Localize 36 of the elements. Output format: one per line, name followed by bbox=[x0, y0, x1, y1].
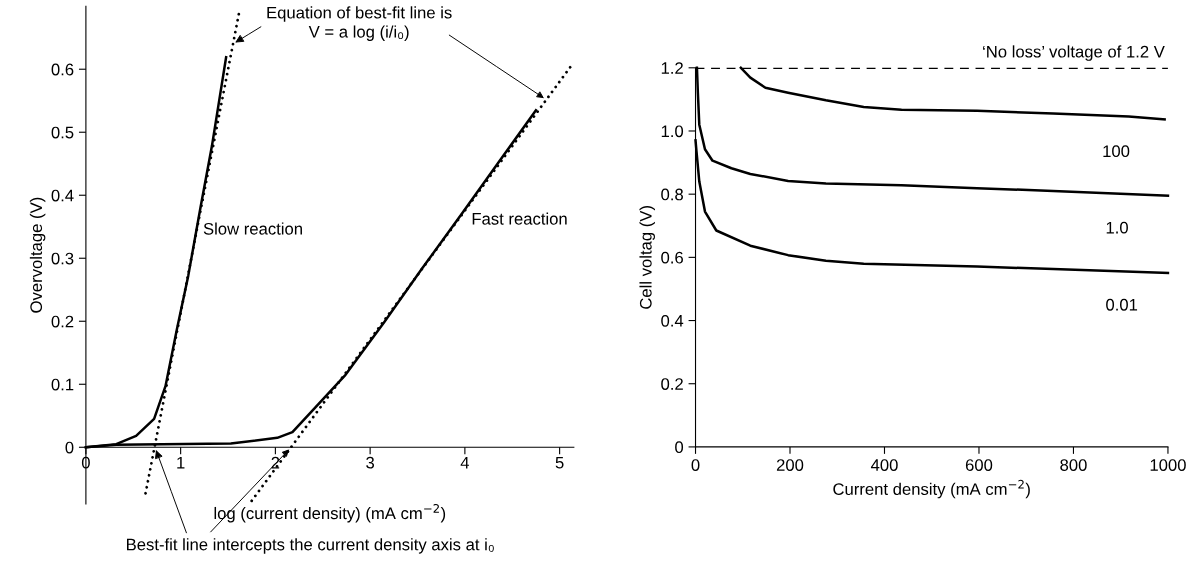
x-tick-label: 200 bbox=[776, 459, 804, 471]
y-tick-label: 0.1 bbox=[51, 378, 74, 391]
x-tick-label: 0 bbox=[691, 459, 700, 471]
x-tick-label: 1000 bbox=[1150, 459, 1186, 471]
y-axis-title: Cell voltag (V) bbox=[639, 206, 655, 309]
x-tick-label: 5 bbox=[555, 456, 564, 469]
x-axis-title: Current density (mA cm$^{−2}$) bbox=[833, 479, 1030, 499]
y-tick-label: 0.6 bbox=[661, 251, 683, 264]
y-tick-label: 1.2 bbox=[661, 62, 683, 74]
annotation: Best-fit line intercepts the current density axis at i₀ bbox=[127, 538, 494, 554]
y-tick-label: 0 bbox=[65, 441, 74, 454]
series-label: 0.01 bbox=[1106, 298, 1138, 311]
y-tick-label: 0.4 bbox=[51, 189, 74, 202]
series-label: 1.0 bbox=[1106, 221, 1128, 234]
y-tick-label: 0.6 bbox=[51, 63, 74, 76]
annotation: Slow reaction bbox=[203, 222, 302, 235]
y-tick-label: 0.2 bbox=[661, 378, 683, 390]
y-tick-label: 0.3 bbox=[51, 252, 74, 265]
x-tick-label: 400 bbox=[870, 459, 898, 471]
annotation: Equation of best-fit line is V = a log (i/i₀) bbox=[267, 6, 452, 41]
x-tick-label: 4 bbox=[460, 456, 470, 469]
x-tick-label: 3 bbox=[366, 456, 375, 469]
y-tick-label: 0.4 bbox=[661, 314, 684, 327]
y-tick-label: 0 bbox=[675, 441, 684, 454]
x-tick-label: 1 bbox=[177, 456, 185, 469]
y-tick-label: 0.5 bbox=[51, 126, 74, 139]
y-tick-label: 0.8 bbox=[661, 188, 683, 201]
x-tick-label: 800 bbox=[1060, 459, 1087, 471]
series-label: 100 bbox=[1103, 145, 1130, 158]
ref-line-label: ‘No loss’ voltage of 1.2 V bbox=[983, 45, 1165, 61]
x-tick-label: 600 bbox=[965, 459, 993, 471]
y-tick-label: 0.2 bbox=[51, 315, 74, 328]
x-axis-title: log (current density) (mA cm$^{−2}$) bbox=[214, 503, 446, 523]
y-tick-label: 1.0 bbox=[661, 125, 684, 138]
y-axis-title: Overvoltage (V) bbox=[29, 197, 46, 313]
annotation: Fast reaction bbox=[472, 212, 567, 225]
